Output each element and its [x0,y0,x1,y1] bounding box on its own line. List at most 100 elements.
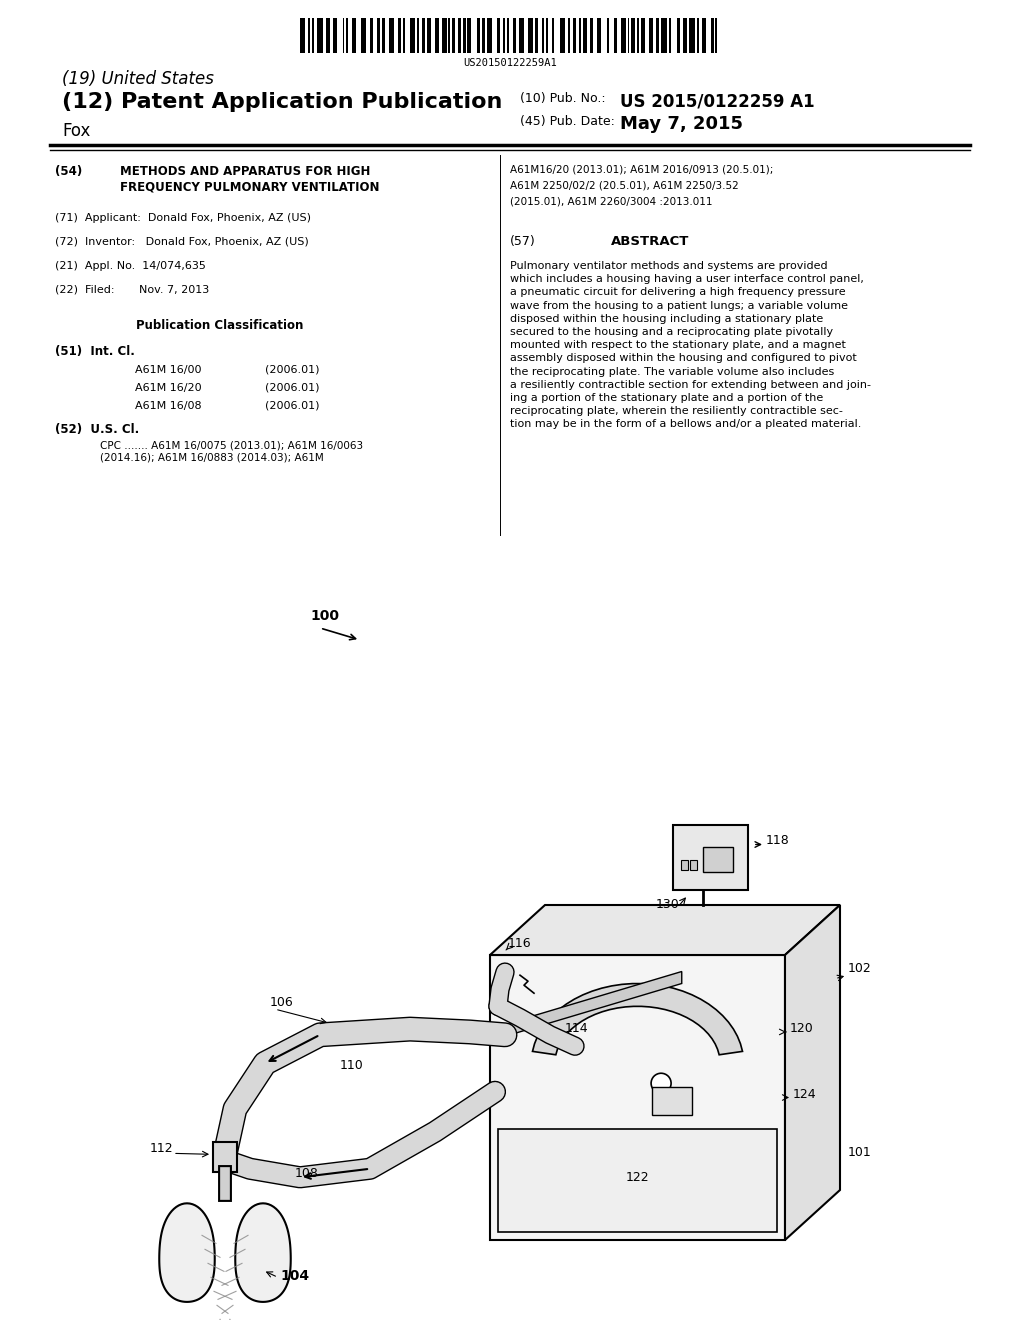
Text: (72)  Inventor:   Donald Fox, Phoenix, AZ (US): (72) Inventor: Donald Fox, Phoenix, AZ (… [55,238,309,247]
Bar [589,18,593,53]
Bar [422,18,425,53]
Bar [545,18,547,53]
Text: METHODS AND APPARATUS FOR HIGH
FREQUENCY PULMONARY VENTILATION: METHODS AND APPARATUS FOR HIGH FREQUENCY… [120,165,379,193]
Text: 106: 106 [270,997,293,1010]
Text: (19) United States: (19) United States [62,70,214,88]
Bar [377,18,379,53]
Bar [541,18,544,53]
Bar [388,18,393,53]
Bar [333,18,337,53]
Bar [702,847,733,873]
Bar [326,18,329,53]
Polygon shape [532,983,742,1055]
Bar [676,18,680,53]
Bar [682,18,686,53]
Bar [382,18,385,53]
Bar [506,18,508,53]
Bar [689,18,694,53]
Bar [467,18,471,53]
Bar [568,18,570,53]
Bar [641,18,644,53]
Bar [613,18,616,53]
Bar [476,18,480,53]
Text: May 7, 2015: May 7, 2015 [620,115,742,133]
Text: (2006.01): (2006.01) [265,366,319,375]
Bar [426,18,431,53]
Text: 114: 114 [565,1022,588,1035]
Polygon shape [510,972,681,1035]
Bar [573,18,576,53]
Text: Fox: Fox [62,121,91,140]
Bar [651,1086,692,1114]
Bar [596,18,601,53]
Text: (10) Pub. No.:: (10) Pub. No.: [520,92,605,106]
Text: 101: 101 [847,1146,871,1159]
Text: CPC ....... A61M 16/0075 (2013.01); A61M 16/0063
(2014.16); A61M 16/0883 (2014.0: CPC ....... A61M 16/0075 (2013.01); A61M… [100,441,363,462]
Text: Pulmonary ventilator methods and systems are provided
which includes a housing h: Pulmonary ventilator methods and systems… [510,261,870,429]
Bar [489,954,785,1239]
Text: A61M 16/00: A61M 16/00 [135,366,202,375]
Bar [487,18,491,53]
Bar [578,18,580,53]
Polygon shape [235,1204,290,1302]
Bar [342,18,344,53]
Bar [441,18,446,53]
Text: 120: 120 [790,1022,813,1035]
Text: US 2015/0122259 A1: US 2015/0122259 A1 [620,92,814,110]
Bar [397,18,401,53]
Bar [528,18,532,53]
Bar [409,18,415,53]
Text: 130: 130 [655,898,679,911]
Text: A61M 16/08: A61M 16/08 [135,401,202,411]
Bar [361,18,366,53]
Bar [519,18,524,53]
Bar [710,18,713,53]
Text: 102: 102 [847,962,871,975]
Text: (21)  Appl. No.  14/074,635: (21) Appl. No. 14/074,635 [55,261,206,271]
Bar [502,18,505,53]
Bar [481,18,484,53]
Bar [513,18,516,53]
Text: 100: 100 [310,609,338,623]
Bar [497,1130,776,1232]
Bar [448,18,449,53]
Bar [583,18,586,53]
Text: 124: 124 [792,1088,816,1101]
Bar [606,18,608,53]
Bar [559,18,565,53]
Bar [308,18,310,53]
Bar [345,18,347,53]
Bar [352,18,356,53]
Bar [369,18,373,53]
Bar [649,18,652,53]
Text: US20150122259A1: US20150122259A1 [463,58,556,69]
Bar [451,18,454,53]
Bar [697,18,698,53]
Bar [673,825,747,890]
Polygon shape [159,1204,215,1302]
Text: (22)  Filed:       Nov. 7, 2013: (22) Filed: Nov. 7, 2013 [55,285,209,294]
Bar [655,18,658,53]
Bar [403,18,405,53]
Bar [701,18,705,53]
Text: ABSTRACT: ABSTRACT [610,235,689,248]
Bar [458,18,461,53]
Text: (2006.01): (2006.01) [265,383,319,393]
Bar [312,18,314,53]
Bar [668,18,671,53]
Text: A61M 16/20: A61M 16/20 [135,383,202,393]
Bar [621,18,626,53]
Bar [317,18,322,53]
Text: 116: 116 [507,937,531,950]
Text: 122: 122 [625,1171,649,1184]
Text: (71)  Applicant:  Donald Fox, Phoenix, AZ (US): (71) Applicant: Donald Fox, Phoenix, AZ … [55,213,311,223]
Text: (2015.01), A61M 2260/3004 :2013.011: (2015.01), A61M 2260/3004 :2013.011 [510,197,712,207]
Bar [213,1142,236,1172]
Bar [434,18,439,53]
Polygon shape [785,906,840,1239]
Text: (51)  Int. Cl.: (51) Int. Cl. [55,345,135,358]
Bar [660,18,666,53]
Bar [463,18,466,53]
Text: A61M16/20 (2013.01); A61M 2016/0913 (20.5.01);: A61M16/20 (2013.01); A61M 2016/0913 (20.… [510,165,772,176]
Bar [636,18,638,53]
